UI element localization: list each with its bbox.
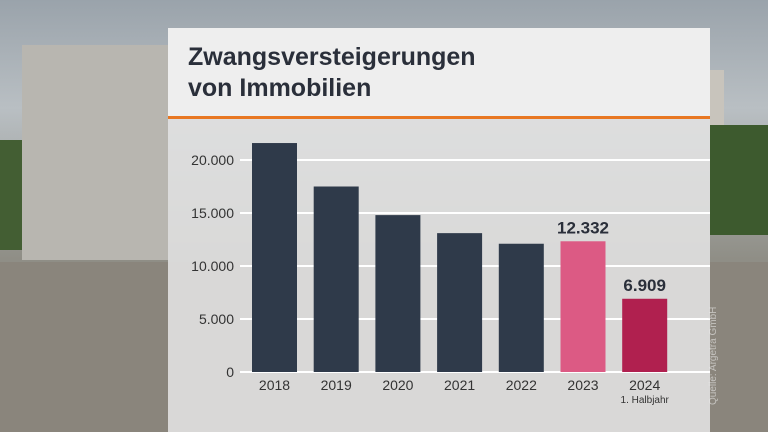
y-tick-label: 15.000 [191, 205, 234, 221]
chart-header: Zwangsversteigerungen von Immobilien [168, 28, 710, 116]
x-tick-label: 2021 [444, 377, 475, 393]
bar-2019 [313, 186, 359, 372]
bar-2024 [622, 298, 668, 372]
y-tick-label: 10.000 [191, 258, 234, 274]
x-tick-label: 2018 [259, 377, 290, 393]
x-tick-sublabel: 1. Halbjahr [621, 395, 670, 406]
background-trees [710, 125, 768, 235]
y-tick-label: 0 [226, 364, 234, 380]
title-line-1: Zwangsversteigerungen [188, 43, 476, 71]
background-building [22, 45, 168, 260]
background-building [710, 70, 724, 130]
bar-2021 [437, 233, 483, 372]
data-label: 6.909 [623, 276, 666, 295]
data-label: 12.332 [557, 218, 609, 237]
bar-2022 [498, 243, 544, 372]
bar-2020 [375, 215, 421, 372]
chart-title: Zwangsversteigerungen von Immobilien [188, 42, 476, 104]
title-line-2: von Immobilien [188, 74, 372, 102]
x-tick-label: 2020 [382, 377, 413, 393]
background-trees [0, 140, 22, 250]
x-tick-label: 2019 [321, 377, 352, 393]
accent-divider [168, 116, 710, 119]
source-label: Quelle: Argetra GmbH [708, 306, 719, 405]
x-tick-label: 2024 [629, 377, 660, 393]
y-tick-label: 5.000 [199, 311, 234, 327]
bar-2023 [560, 241, 606, 372]
x-tick-label: 2023 [567, 377, 598, 393]
y-tick-label: 20.000 [191, 152, 234, 168]
bar-2018 [252, 143, 297, 372]
x-tick-label: 2022 [506, 377, 537, 393]
